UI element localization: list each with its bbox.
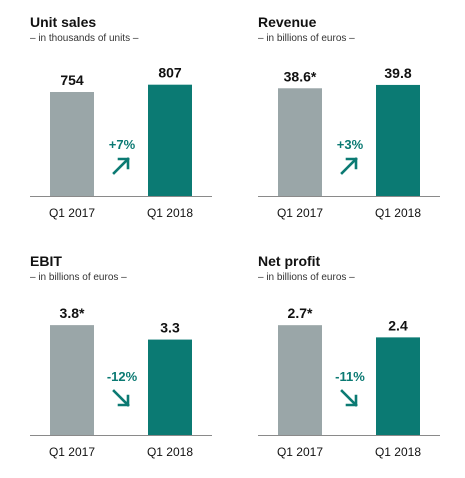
change-label: -12%: [107, 369, 138, 384]
panel-title: EBIT: [30, 253, 62, 269]
x-tick-label: Q1 2017: [277, 445, 323, 459]
panel-title: Revenue: [258, 14, 317, 30]
bar-q1-2018: [376, 337, 420, 435]
unit-sales-panel: Unit sales – in thousands of units – 754…: [30, 14, 230, 239]
arrow-shaft: [340, 157, 358, 175]
ebit-chart: 3.8* Q1 2017 3.3 Q1 2018 -12%: [30, 305, 212, 459]
arrow-head: [117, 394, 130, 407]
x-tick-label: Q1 2018: [147, 206, 193, 220]
bar-q1-2018: [148, 84, 192, 196]
change-label: +7%: [109, 137, 136, 152]
change-label: +3%: [337, 137, 364, 152]
panel-title: Unit sales: [30, 14, 97, 30]
panel-subtitle: – in thousands of units –: [30, 33, 139, 44]
bar-q1-2017: [278, 325, 322, 435]
panel-title: Net profit: [258, 253, 321, 269]
x-tick-label: Q1 2017: [277, 206, 323, 220]
panel-subtitle: – in billions of euros –: [258, 272, 355, 283]
ebit-panel: EBIT – in billions of euros – 3.8* Q1 201…: [30, 253, 230, 478]
value-label: 3.3: [160, 320, 180, 336]
bar-q1-2018: [148, 339, 192, 435]
arrow-head: [345, 394, 358, 407]
value-label: 2.4: [388, 317, 408, 333]
change-label: -11%: [335, 369, 365, 384]
value-label: 754: [60, 72, 84, 88]
arrow-down-right-icon: [340, 389, 358, 407]
x-tick-label: Q1 2017: [49, 445, 95, 459]
value-label: 2.7*: [288, 305, 313, 321]
arrow-up-right-icon: [340, 157, 358, 175]
arrow-up-right-icon: [112, 157, 130, 175]
bar-q1-2017: [50, 92, 94, 196]
net-profit-chart: 2.7* Q1 2017 2.4 Q1 2018 -11%: [258, 305, 440, 459]
arrow-down-right-icon: [112, 389, 130, 407]
bar-q1-2017: [50, 325, 94, 435]
panel-subtitle: – in billions of euros –: [30, 272, 127, 283]
arrow-head: [345, 157, 358, 170]
value-label: 39.8: [384, 65, 411, 81]
arrow-shaft: [340, 389, 358, 407]
arrow-shaft: [112, 157, 130, 175]
bar-q1-2018: [376, 84, 420, 196]
value-label: 807: [158, 65, 182, 81]
panel-subtitle: – in billions of euros –: [258, 33, 355, 44]
value-label: 38.6*: [284, 68, 317, 84]
arrow-head: [117, 157, 130, 170]
bar-q1-2017: [278, 88, 322, 196]
revenue-chart: 38.6* Q1 2017 39.8 Q1 2018 +3%: [258, 65, 440, 220]
value-label: 3.8*: [60, 305, 85, 321]
x-tick-label: Q1 2017: [49, 206, 95, 220]
x-tick-label: Q1 2018: [375, 445, 421, 459]
x-tick-label: Q1 2018: [147, 445, 193, 459]
net-profit-panel: Net profit – in billions of euros – 2.7*…: [258, 253, 458, 478]
unit-sales-chart: 754 Q1 2017 807 Q1 2018 +7%: [30, 65, 212, 220]
arrow-shaft: [112, 389, 130, 407]
revenue-panel: Revenue – in billions of euros – 38.6* Q1…: [258, 14, 458, 239]
x-tick-label: Q1 2018: [375, 206, 421, 220]
